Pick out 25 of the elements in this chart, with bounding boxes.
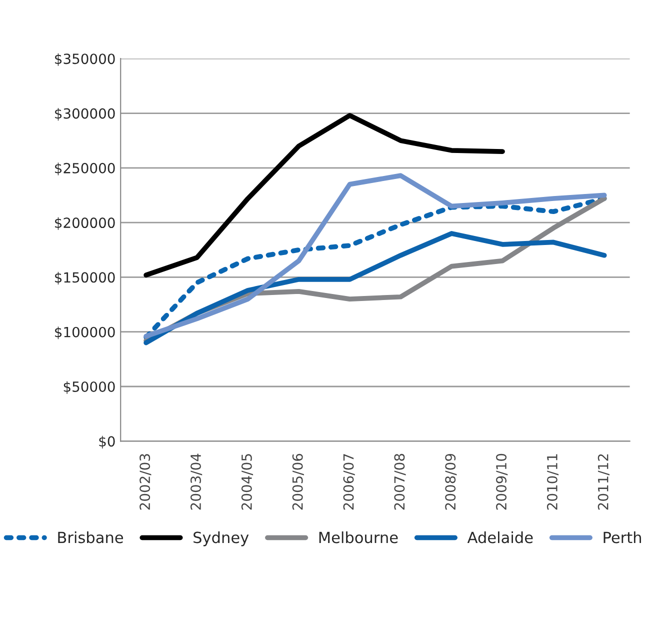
x-tick-label: 2007/08 [394, 454, 406, 510]
y-tick-label: $100000 [55, 326, 115, 340]
x-tick-label: 2009/10 [496, 454, 508, 510]
legend-label: Perth [604, 531, 641, 544]
line-series [144, 231, 607, 346]
x-tick-label: 2003/04 [190, 454, 202, 510]
x-tick-label: 2008/09 [445, 454, 457, 510]
y-tick-label: $200000 [55, 217, 115, 230]
legend-label: Sydney [194, 531, 249, 546]
x-tick-label: 2011/12 [598, 454, 610, 510]
x-tick-label: 2002/03 [140, 454, 152, 510]
y-tick-label: $250000 [55, 162, 115, 176]
y-tick-label: $0 [99, 436, 115, 448]
x-tick-label: 2010/11 [546, 454, 559, 510]
y-tick-label: $300000 [55, 108, 115, 121]
x-tick-label: 2004/05 [241, 454, 254, 510]
y-tick-label: $50000 [64, 381, 115, 394]
x-tick-label: 2006/07 [343, 454, 355, 510]
legend-label: Brisbane [58, 531, 123, 544]
x-tick-label: 2005/06 [292, 454, 304, 510]
legend-label: Melbourne [319, 531, 398, 544]
line-series [144, 113, 505, 278]
y-tick-label: $350000 [55, 53, 115, 66]
y-tick-label: $150000 [55, 272, 115, 285]
legend-label: Adelaide [467, 531, 533, 544]
